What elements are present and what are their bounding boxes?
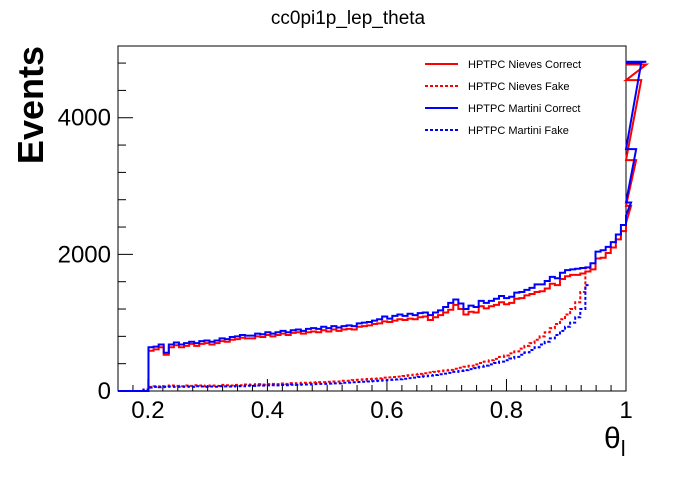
y-tick-label: 0 bbox=[98, 378, 111, 405]
y-axis: 0 2000 4000 bbox=[58, 62, 133, 405]
x-axis-title-subscript: l bbox=[621, 436, 626, 461]
series-line-4 bbox=[118, 284, 591, 392]
y-axis-title: Events bbox=[10, 46, 51, 164]
legend-label-3: HPTPC Martini Correct bbox=[468, 103, 580, 115]
chart-title: cc0pi1p_lep_theta bbox=[271, 8, 426, 29]
legend-label-1: HPTPC Nieves Correct bbox=[468, 59, 581, 71]
legend: HPTPC Nieves Correct HPTPC Nieves Fake HPT… bbox=[425, 59, 581, 137]
series-line-1 bbox=[118, 63, 650, 392]
y-tick-label: 4000 bbox=[58, 105, 111, 132]
series-group bbox=[118, 60, 650, 392]
legend-label-2: HPTPC Nieves Fake bbox=[468, 81, 569, 93]
x-tick-label: 0.4 bbox=[251, 397, 284, 424]
x-axis: 0.2 0.4 0.6 0.8 1 bbox=[117, 379, 633, 424]
x-axis-title-symbol: θ bbox=[604, 422, 621, 455]
y-tick-label: 2000 bbox=[58, 241, 111, 268]
x-tick-label: 1 bbox=[619, 397, 632, 424]
series-line-3 bbox=[118, 60, 647, 392]
x-tick-label: 0.6 bbox=[370, 397, 403, 424]
legend-label-4: HPTPC Martini Fake bbox=[468, 125, 569, 137]
x-axis-title: θl bbox=[604, 422, 626, 461]
series-line-2 bbox=[118, 267, 591, 392]
x-tick-label: 0.2 bbox=[131, 397, 164, 424]
x-tick-label: 0.8 bbox=[490, 397, 523, 424]
